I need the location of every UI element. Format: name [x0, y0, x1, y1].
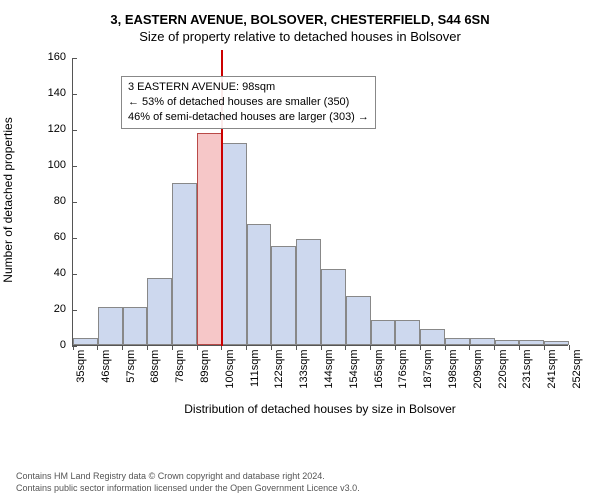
- footer-credits: Contains HM Land Registry data © Crown c…: [16, 470, 584, 494]
- x-tick-label: 78sqm: [172, 334, 186, 367]
- x-tick-label: 231sqm: [519, 331, 533, 370]
- bar: [271, 246, 296, 345]
- bar: [172, 183, 197, 345]
- y-tick-label: 60: [54, 231, 66, 243]
- y-tick-label: 0: [60, 339, 66, 351]
- x-tick-label: 68sqm: [147, 334, 161, 367]
- bar-highlight: [197, 133, 222, 345]
- title-main: 3, EASTERN AVENUE, BOLSOVER, CHESTERFIEL…: [16, 12, 584, 27]
- plot-area: 35sqm46sqm57sqm68sqm78sqm89sqm100sqm111s…: [72, 58, 568, 346]
- chart-area: Number of detached properties 0204060801…: [16, 50, 584, 420]
- y-tick-label: 80: [54, 195, 66, 207]
- y-tick-label: 20: [54, 303, 66, 315]
- x-tick-label: 89sqm: [197, 334, 211, 367]
- footer-line2: Contains public sector information licen…: [16, 482, 584, 494]
- y-tick-label: 120: [48, 123, 66, 135]
- x-tick-label: 241sqm: [544, 331, 558, 370]
- x-tick-label: 252sqm: [569, 331, 583, 370]
- bar: [296, 239, 321, 345]
- x-tick-label: 122sqm: [271, 331, 285, 370]
- x-tick-label: 198sqm: [445, 331, 459, 370]
- x-tick-label: 133sqm: [296, 331, 310, 370]
- x-tick-label: 57sqm: [123, 334, 137, 367]
- x-tick-label: 111sqm: [247, 332, 261, 370]
- annotation-box: 3 EASTERN AVENUE: 98sqm ← 53% of detache…: [121, 76, 376, 129]
- titles: 3, EASTERN AVENUE, BOLSOVER, CHESTERFIEL…: [16, 12, 584, 44]
- x-tick-label: 144sqm: [321, 331, 335, 370]
- bar: [247, 224, 272, 345]
- y-axis-label: Number of detached properties: [1, 117, 15, 282]
- footer-line1: Contains HM Land Registry data © Crown c…: [16, 470, 584, 482]
- x-tick-label: 35sqm: [73, 334, 87, 367]
- x-tick-label: 46sqm: [98, 334, 112, 367]
- x-tick-label: 209sqm: [470, 331, 484, 370]
- x-tick-label: 165sqm: [371, 331, 385, 370]
- annotation-line2: ← 53% of detached houses are smaller (35…: [128, 95, 369, 110]
- x-tick-label: 176sqm: [395, 331, 409, 370]
- x-axis-label: Distribution of detached houses by size …: [72, 402, 568, 416]
- bar: [222, 143, 247, 345]
- y-tick-label: 160: [48, 51, 66, 63]
- title-sub: Size of property relative to detached ho…: [16, 29, 584, 44]
- x-tick-label: 220sqm: [495, 331, 509, 370]
- annotation-line1: 3 EASTERN AVENUE: 98sqm: [128, 80, 369, 95]
- y-tick-label: 100: [48, 159, 66, 171]
- chart-container: 3, EASTERN AVENUE, BOLSOVER, CHESTERFIEL…: [0, 0, 600, 500]
- x-tick-label: 187sqm: [420, 331, 434, 370]
- y-tick-label: 40: [54, 267, 66, 279]
- x-tick-label: 100sqm: [222, 331, 236, 370]
- y-tick-label: 140: [48, 87, 66, 99]
- annotation-line3: 46% of semi-detached houses are larger (…: [128, 110, 369, 125]
- x-tick-label: 154sqm: [346, 331, 360, 370]
